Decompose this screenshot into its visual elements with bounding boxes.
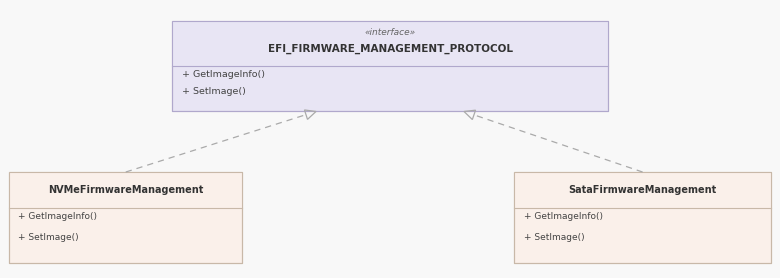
Bar (9, 172, 243, 263)
Bar (172, 21, 608, 111)
Bar (514, 172, 771, 208)
Text: + GetImageInfo(): + GetImageInfo() (19, 212, 98, 222)
Text: SataFirmwareManagement: SataFirmwareManagement (569, 185, 717, 195)
Text: + SetImage(): + SetImage() (182, 87, 246, 96)
Text: + SetImage(): + SetImage() (523, 233, 584, 242)
Text: «interface»: «interface» (364, 28, 416, 36)
Bar (172, 21, 608, 66)
Bar (9, 172, 243, 263)
Text: + GetImageInfo(): + GetImageInfo() (523, 212, 603, 222)
Bar (172, 21, 608, 111)
Text: + SetImage(): + SetImage() (19, 233, 79, 242)
Bar (9, 172, 243, 208)
Text: EFI_FIRMWARE_MANAGEMENT_PROTOCOL: EFI_FIRMWARE_MANAGEMENT_PROTOCOL (268, 44, 512, 54)
Text: NVMeFirmwareManagement: NVMeFirmwareManagement (48, 185, 204, 195)
Text: + GetImageInfo(): + GetImageInfo() (182, 70, 264, 79)
Bar (514, 172, 771, 263)
Bar (514, 172, 771, 263)
